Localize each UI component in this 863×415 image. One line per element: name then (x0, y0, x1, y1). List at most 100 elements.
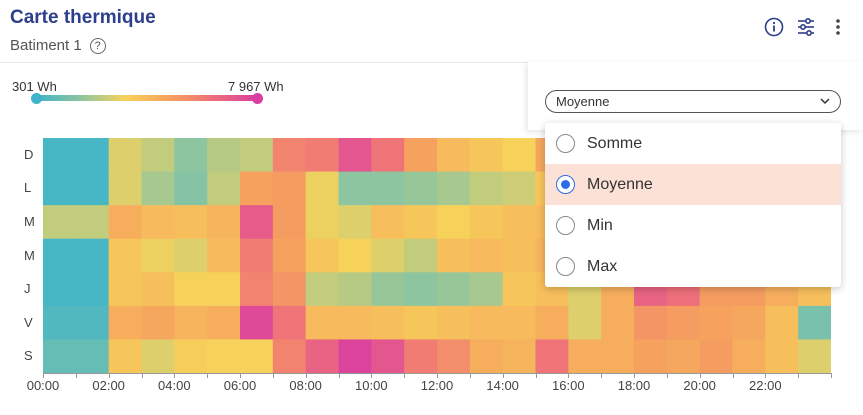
heatmap-cell[interactable] (502, 272, 536, 307)
heatmap-cell[interactable] (108, 272, 142, 307)
heatmap-cell[interactable] (272, 305, 307, 340)
heatmap-cell[interactable] (535, 339, 569, 373)
heatmap-cell[interactable] (75, 238, 110, 273)
heatmap-cell[interactable] (272, 171, 307, 206)
heatmap-cell[interactable] (272, 205, 307, 240)
heatmap-cell[interactable] (338, 305, 372, 340)
heatmap-cell[interactable] (634, 305, 668, 340)
heatmap-cell[interactable] (174, 272, 208, 307)
heatmap-cell[interactable] (141, 238, 175, 273)
heatmap-cell[interactable] (174, 339, 208, 373)
heatmap-cell[interactable] (141, 305, 175, 340)
heatmap-cell[interactable] (108, 171, 142, 206)
heatmap-cell[interactable] (666, 305, 701, 340)
heatmap-cell[interactable] (338, 171, 372, 206)
heatmap-cell[interactable] (43, 171, 77, 206)
heatmap-cell[interactable] (699, 339, 733, 373)
legend-max-handle[interactable] (252, 93, 263, 104)
heatmap-cell[interactable] (338, 138, 372, 172)
heatmap-cell[interactable] (43, 238, 77, 273)
heatmap-cell[interactable] (240, 171, 274, 206)
heatmap-cell[interactable] (75, 272, 110, 307)
heatmap-cell[interactable] (108, 138, 142, 172)
heatmap-cell[interactable] (240, 305, 274, 340)
heatmap-cell[interactable] (502, 138, 536, 172)
heatmap-cell[interactable] (437, 339, 471, 373)
heatmap-cell[interactable] (174, 138, 208, 172)
heatmap-cell[interactable] (404, 305, 438, 340)
heatmap-cell[interactable] (568, 305, 602, 340)
heatmap-cell[interactable] (469, 205, 504, 240)
legend-min-handle[interactable] (31, 93, 42, 104)
heatmap-cell[interactable] (338, 339, 372, 373)
heatmap-cell[interactable] (174, 305, 208, 340)
heatmap-cell[interactable] (141, 171, 175, 206)
filter-settings-icon[interactable] (795, 16, 817, 38)
heatmap-cell[interactable] (272, 138, 307, 172)
heatmap-cell[interactable] (207, 238, 241, 273)
heatmap-cell[interactable] (305, 305, 339, 340)
heatmap-cell[interactable] (437, 138, 471, 172)
heatmap-cell[interactable] (469, 171, 504, 206)
heatmap-cell[interactable] (502, 305, 536, 340)
heatmap-cell[interactable] (272, 238, 307, 273)
heatmap-cell[interactable] (502, 339, 536, 373)
heatmap-cell[interactable] (634, 339, 668, 373)
heatmap-cell[interactable] (469, 138, 504, 172)
heatmap-cell[interactable] (240, 339, 274, 373)
heatmap-cell[interactable] (43, 138, 77, 172)
heatmap-cell[interactable] (371, 238, 405, 273)
heatmap-cell[interactable] (371, 305, 405, 340)
heatmap-cell[interactable] (272, 339, 307, 373)
heatmap-cell[interactable] (207, 205, 241, 240)
heatmap-cell[interactable] (240, 205, 274, 240)
heatmap-cell[interactable] (765, 339, 799, 373)
heatmap-cell[interactable] (469, 305, 504, 340)
more-vertical-icon[interactable] (827, 16, 849, 38)
heatmap-cell[interactable] (108, 238, 142, 273)
heatmap-cell[interactable] (404, 138, 438, 172)
heatmap-cell[interactable] (338, 205, 372, 240)
heatmap-cell[interactable] (75, 171, 110, 206)
heatmap-cell[interactable] (371, 138, 405, 172)
heatmap-cell[interactable] (75, 138, 110, 172)
aggregation-option-moyenne[interactable]: Moyenne (545, 164, 841, 205)
aggregation-option-min[interactable]: Min (545, 205, 841, 246)
heatmap-cell[interactable] (601, 305, 635, 340)
heatmap-cell[interactable] (371, 171, 405, 206)
heatmap-cell[interactable] (305, 339, 339, 373)
heatmap-cell[interactable] (502, 238, 536, 273)
heatmap-cell[interactable] (437, 272, 471, 307)
heatmap-cell[interactable] (141, 138, 175, 172)
help-icon[interactable]: ? (89, 37, 106, 54)
heatmap-cell[interactable] (43, 339, 77, 373)
heatmap-cell[interactable] (338, 238, 372, 273)
heatmap-cell[interactable] (601, 339, 635, 373)
heatmap-cell[interactable] (141, 339, 175, 373)
heatmap-cell[interactable] (108, 339, 142, 373)
heatmap-cell[interactable] (404, 171, 438, 206)
heatmap-cell[interactable] (765, 305, 799, 340)
heatmap-cell[interactable] (207, 305, 241, 340)
heatmap-cell[interactable] (666, 339, 701, 373)
heatmap-cell[interactable] (108, 305, 142, 340)
heatmap-cell[interactable] (75, 339, 110, 373)
heatmap-cell[interactable] (732, 339, 766, 373)
heatmap-cell[interactable] (732, 305, 766, 340)
heatmap-cell[interactable] (437, 205, 471, 240)
heatmap-cell[interactable] (469, 339, 504, 373)
aggregation-option-max[interactable]: Max (545, 246, 841, 287)
heatmap-cell[interactable] (174, 205, 208, 240)
heatmap-cell[interactable] (240, 138, 274, 172)
heatmap-cell[interactable] (437, 238, 471, 273)
heatmap-cell[interactable] (207, 138, 241, 172)
heatmap-cell[interactable] (798, 339, 831, 373)
heatmap-cell[interactable] (43, 205, 77, 240)
heatmap-cell[interactable] (240, 272, 274, 307)
heatmap-cell[interactable] (240, 238, 274, 273)
heatmap-cell[interactable] (141, 205, 175, 240)
heatmap-cell[interactable] (535, 305, 569, 340)
heatmap-cell[interactable] (798, 305, 831, 340)
heatmap-cell[interactable] (141, 272, 175, 307)
heatmap-cell[interactable] (469, 272, 504, 307)
